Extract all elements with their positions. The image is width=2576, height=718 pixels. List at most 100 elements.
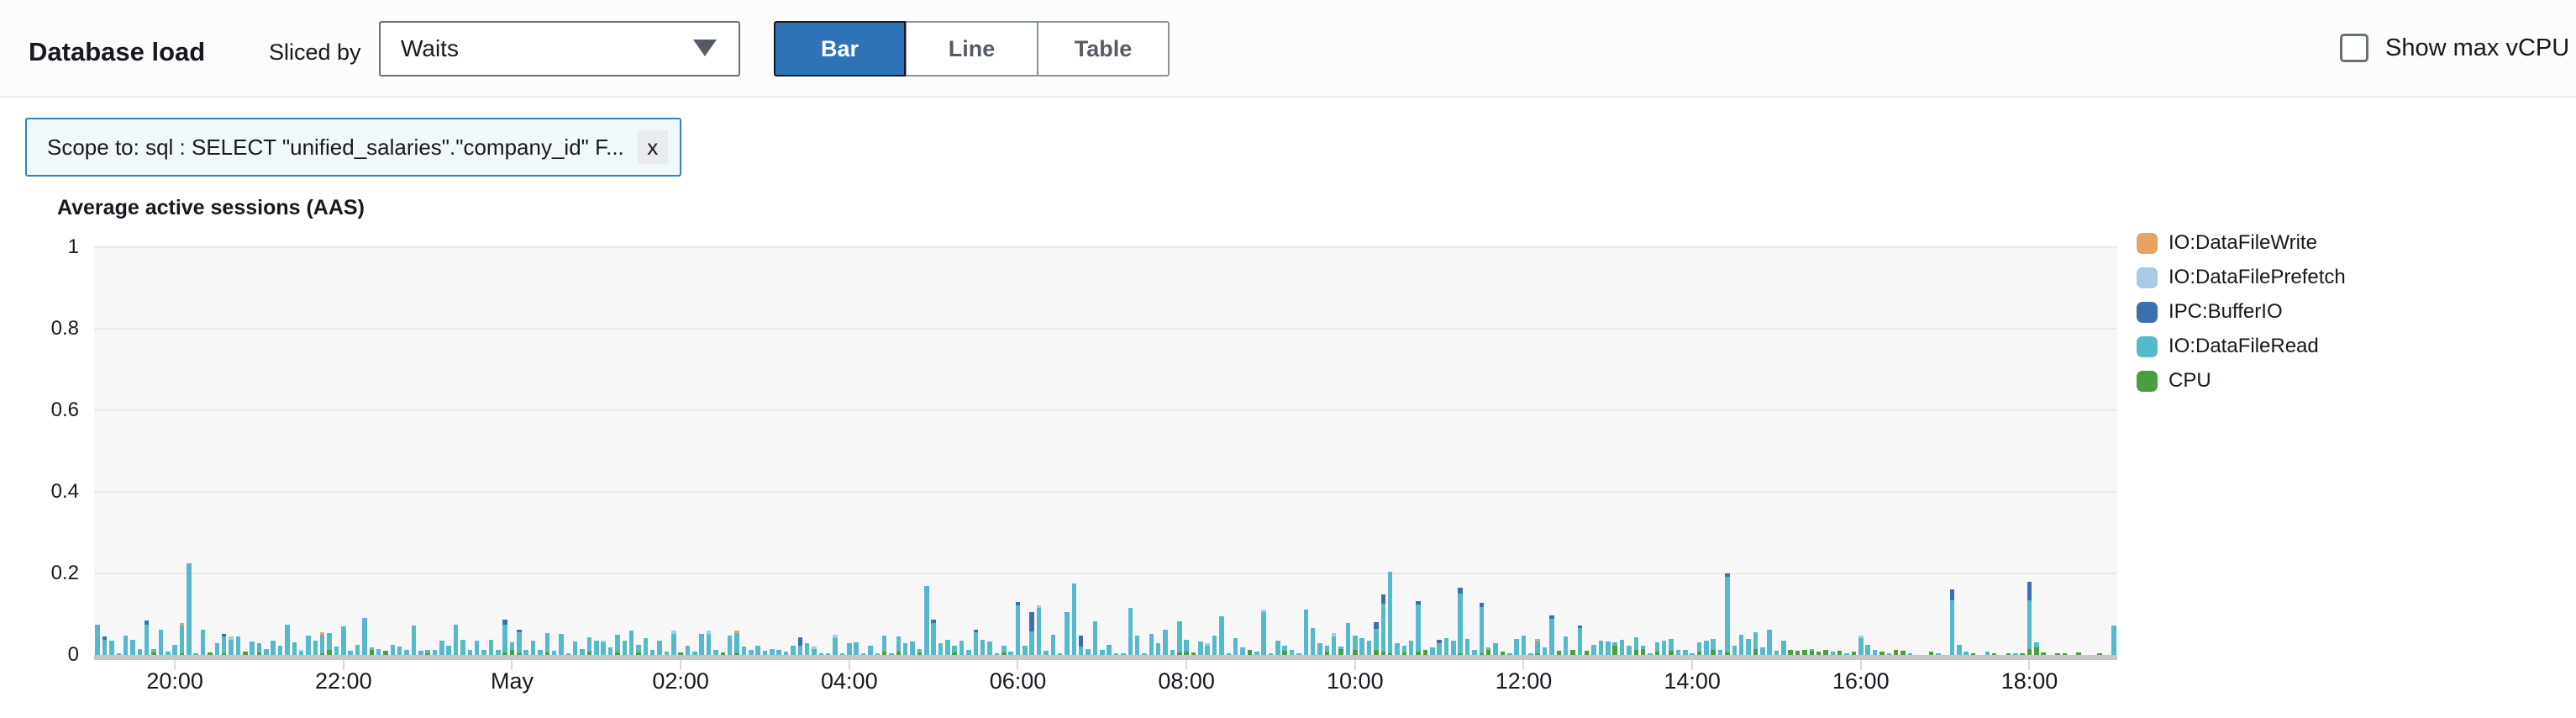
- bar-segment: [200, 629, 206, 655]
- bar: [1128, 608, 1133, 655]
- bar-segment: [1535, 641, 1540, 653]
- bar-segment: [1015, 601, 1021, 605]
- bar-segment: [594, 641, 599, 655]
- bar-segment: [1472, 650, 1477, 655]
- bar: [959, 641, 965, 655]
- bar-segment: [875, 652, 880, 655]
- bar-segment: [643, 637, 649, 655]
- bar-segment: [1542, 647, 1548, 655]
- bar: [193, 652, 198, 655]
- scope-filter-chip[interactable]: Scope to: sql : SELECT "unified_salaries…: [25, 118, 681, 177]
- gridline: [94, 573, 2117, 574]
- bar-segment: [264, 648, 269, 655]
- bar: [1472, 650, 1477, 655]
- sliced-by-dropdown[interactable]: Waits: [379, 21, 740, 77]
- bar-segment: [1738, 634, 1744, 655]
- bar-segment: [2041, 652, 2046, 655]
- bar-segment: [369, 650, 374, 655]
- bar-segment: [1443, 637, 1449, 655]
- bar: [727, 635, 733, 655]
- bar-segment: [1324, 646, 1330, 652]
- bar: [1549, 615, 1554, 655]
- bar: [1865, 644, 1870, 655]
- bar: [1317, 643, 1322, 655]
- bar-segment: [952, 652, 957, 655]
- bar-segment: [2006, 652, 2011, 655]
- gridline: [94, 409, 2117, 411]
- bar-segment: [896, 636, 902, 652]
- bar: [902, 643, 908, 655]
- bar-segment: [1408, 641, 1414, 655]
- bar: [671, 631, 676, 655]
- bar-segment: [1437, 639, 1442, 644]
- remove-filter-button[interactable]: x: [637, 130, 668, 164]
- bar: [889, 653, 894, 655]
- y-axis-label: 0.8: [50, 317, 79, 340]
- show-max-vcpu-checkbox[interactable]: [2340, 34, 2368, 62]
- bar-segment: [973, 629, 979, 633]
- bar-segment: [727, 635, 733, 655]
- bar: [770, 648, 775, 655]
- bar-segment: [776, 650, 781, 655]
- bar-segment: [1044, 651, 1049, 655]
- bar: [755, 646, 760, 655]
- bar-segment: [214, 643, 220, 655]
- x-axis-label: 20:00: [146, 668, 203, 694]
- bar-segment: [551, 651, 557, 655]
- bar: [839, 653, 845, 655]
- bar-segment: [1485, 647, 1491, 651]
- bar-segment: [1324, 652, 1330, 655]
- bar: [1261, 609, 1266, 655]
- bar-view-button[interactable]: Bar: [774, 21, 906, 77]
- bar-segment: [1809, 648, 1815, 652]
- show-max-vcpu-control[interactable]: Show max vCPU: [2340, 34, 2569, 62]
- bar-segment: [1500, 652, 1506, 655]
- bar: [586, 637, 592, 655]
- bar: [875, 652, 880, 655]
- bar-segment: [825, 653, 831, 655]
- bar-segment: [1184, 652, 1189, 655]
- bar: [1970, 652, 1976, 655]
- bar-segment: [1704, 641, 1709, 655]
- x-tick-mark: [511, 660, 513, 670]
- bar-segment: [208, 652, 213, 655]
- bar-segment: [1633, 650, 1638, 655]
- bar: [1029, 611, 1034, 655]
- bar-segment: [1142, 653, 1147, 655]
- bar-segment: [1507, 653, 1512, 655]
- bar: [1627, 646, 1632, 655]
- bar: [1191, 652, 1196, 655]
- x-tick-mark: [174, 660, 176, 670]
- bar-segment: [2027, 581, 2032, 600]
- bar: [1401, 646, 1407, 655]
- bar-segment: [607, 647, 613, 655]
- legend-swatch: [2137, 301, 2158, 323]
- x-tick-mark: [1859, 660, 1862, 670]
- bar: [488, 639, 494, 655]
- bar: [1142, 653, 1147, 655]
- bar: [383, 651, 388, 655]
- x-axis-label: 16:00: [1832, 668, 1890, 694]
- table-view-button[interactable]: Table: [1038, 21, 1170, 77]
- bar-segment: [158, 629, 164, 655]
- bar: [509, 641, 515, 655]
- bar-segment: [980, 639, 986, 655]
- bar-segment: [327, 632, 332, 651]
- bar: [952, 646, 957, 655]
- bar: [615, 635, 620, 655]
- bar: [1282, 646, 1287, 655]
- bar-segment: [699, 633, 704, 655]
- bar-segment: [797, 636, 803, 647]
- bar: [523, 650, 528, 655]
- bar-segment: [1633, 636, 1638, 651]
- bar: [264, 648, 269, 655]
- bar-segment: [313, 641, 318, 655]
- line-view-button[interactable]: Line: [906, 21, 1038, 77]
- bar: [931, 620, 936, 655]
- bar: [628, 630, 634, 655]
- chart-title: Average active sessions (AAS): [57, 196, 365, 219]
- bar-segment: [671, 631, 676, 634]
- bar-segment: [383, 651, 388, 655]
- bar-segment: [1493, 643, 1498, 655]
- bar-segment: [1648, 652, 1653, 655]
